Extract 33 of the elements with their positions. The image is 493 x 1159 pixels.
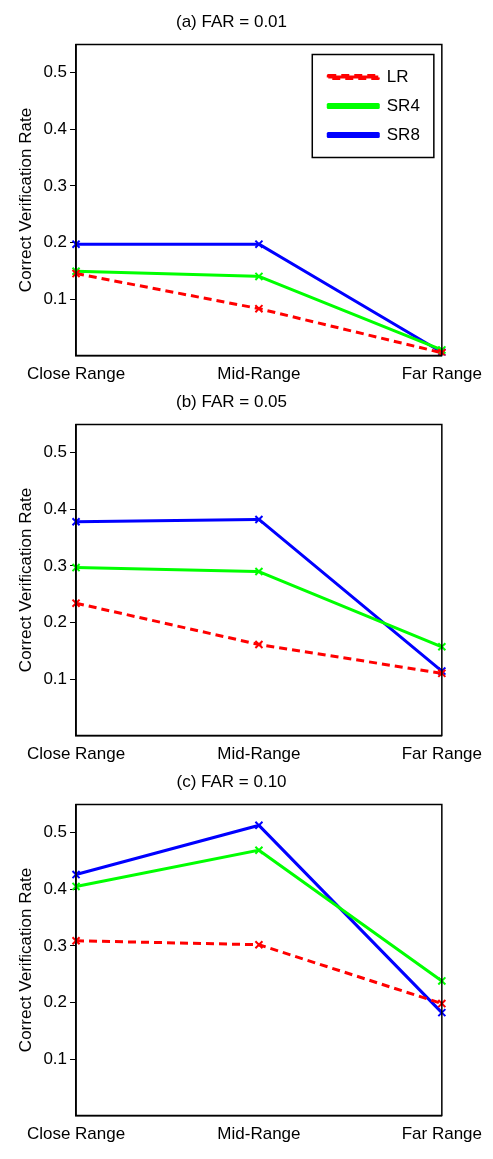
chart-title: (b) FAR = 0.05 (175, 391, 288, 411)
x-tick-label: Far Range (401, 1124, 482, 1144)
x-tick-label: Far Range (401, 744, 482, 764)
x-tick-label: Close Range (26, 364, 126, 384)
y-tick-label: 0.1 (43, 288, 68, 308)
legend-label: SR8 (386, 124, 420, 144)
x-tick-label: Mid-Range (217, 744, 301, 764)
y-tick-label: 0.5 (43, 62, 68, 82)
y-tick-label: 0.1 (43, 1048, 68, 1068)
y-tick-label: 0.3 (43, 555, 68, 575)
y-tick-label: 0.1 (43, 668, 68, 688)
y-axis-title: Correct Verification Rate (15, 487, 35, 673)
y-axis-title: Correct Verification Rate (15, 867, 35, 1053)
legend-label: LR (386, 66, 409, 86)
chart-title: (c) FAR = 0.10 (176, 771, 287, 791)
y-tick-label: 0.2 (43, 992, 68, 1012)
y-tick-label: 0.4 (43, 118, 68, 138)
y-tick-label: 0.2 (43, 232, 68, 252)
y-axis-title: Correct Verification Rate (15, 107, 35, 293)
y-tick-label: 0.5 (43, 822, 68, 842)
x-tick-label: Close Range (26, 1124, 126, 1144)
x-tick-label: Mid-Range (217, 364, 301, 384)
y-tick-label: 0.4 (43, 498, 68, 518)
y-tick-label: 0.3 (43, 935, 68, 955)
y-tick-label: 0.2 (43, 612, 68, 632)
y-tick-label: 0.4 (43, 878, 68, 898)
x-tick-label: Mid-Range (217, 1124, 301, 1144)
y-tick-label: 0.3 (43, 175, 68, 195)
x-tick-label: Far Range (401, 364, 482, 384)
legend-label: SR4 (386, 95, 420, 115)
x-tick-label: Close Range (26, 744, 126, 764)
y-tick-label: 0.5 (43, 442, 68, 462)
chart-title: (a) FAR = 0.01 (175, 11, 288, 31)
